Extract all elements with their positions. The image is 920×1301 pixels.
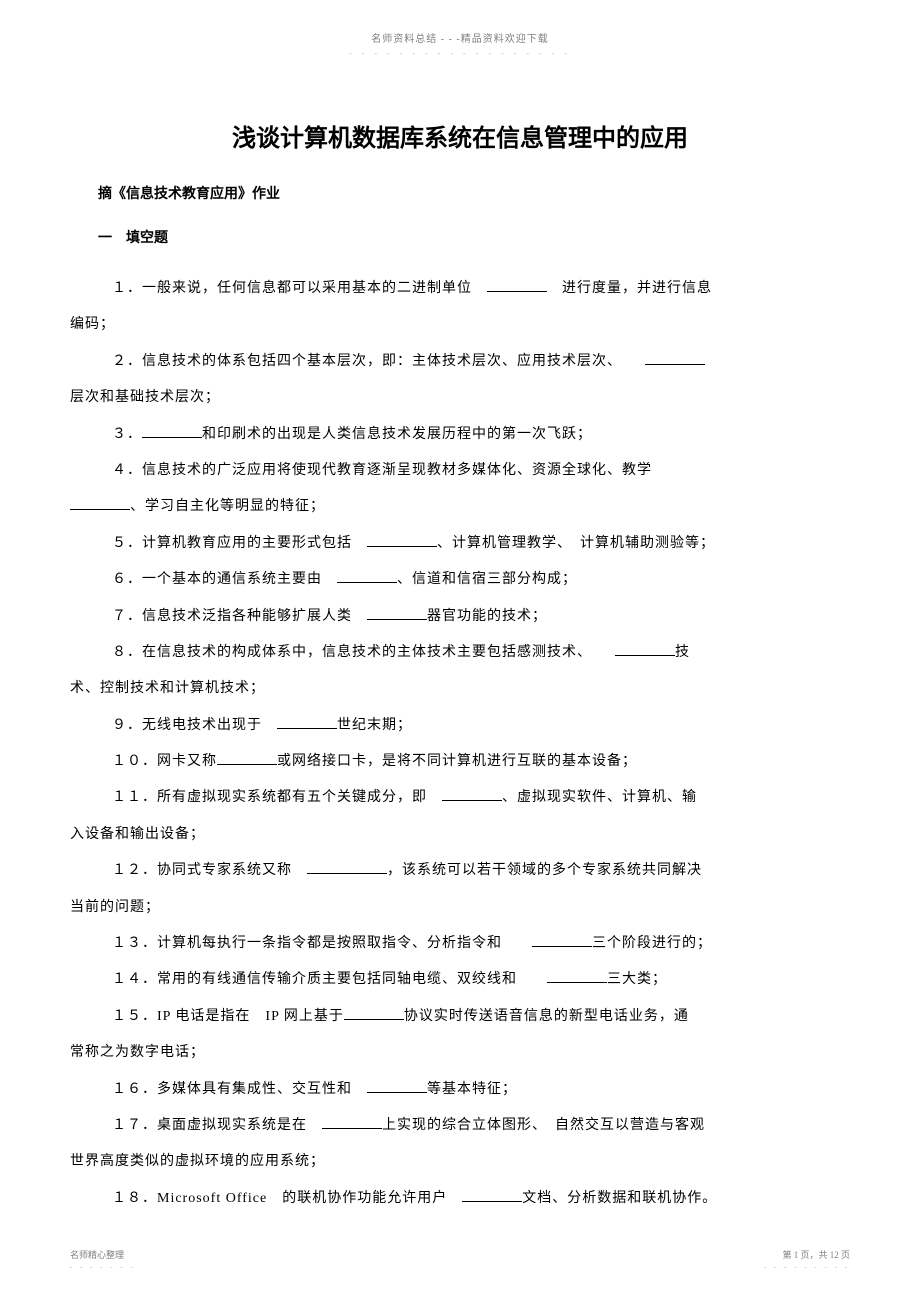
source-line: 摘《信息技术教育应用》作业 <box>98 183 850 203</box>
blank <box>615 641 675 656</box>
blank <box>367 605 427 620</box>
q1-text-b: 进行度量，并进行信息 <box>547 281 712 296</box>
q16-text-b: 等基本特征； <box>427 1082 517 1097</box>
q11-text-a: １１．所有虚拟现实系统都有五个关键成分，即 <box>112 790 442 805</box>
q2-text-a: ２．信息技术的体系包括四个基本层次，即：主体技术层次、应用技术层次、 <box>112 354 630 369</box>
footer-left: 名师精心整理 - - - - - - - <box>70 1248 136 1271</box>
q14-text-a: １４．常用的有线通信传输介质主要包括同轴电缆、双绞线和 <box>112 972 532 987</box>
q5-text-b: 、计算机管理教学、 计算机辅助测验等； <box>437 536 715 551</box>
q11-text-c: 入设备和输出设备； <box>70 817 850 853</box>
q4-text-c: 、学习自主化等明显的特征； <box>130 499 325 514</box>
q15-text-b: 协议实时传送语音信息的新型电话业务，通 <box>404 1009 689 1024</box>
blank <box>442 786 502 801</box>
blank <box>277 714 337 729</box>
question-15: １５．IP 电话是指在 IP 网上基于 协议实时传送语音信息的新型电话业务，通 常… <box>70 999 850 1072</box>
q3-text-a: ３． <box>112 427 142 442</box>
question-2: ２．信息技术的体系包括四个基本层次，即：主体技术层次、应用技术层次、 层次和基础… <box>70 344 850 417</box>
page-header-dots: - - - - - - - - - - - - - - - - - - <box>70 49 850 58</box>
question-14: １４．常用的有线通信传输介质主要包括同轴电缆、双绞线和 三大类； <box>70 962 850 998</box>
q12-text-b: ，该系统可以若干领域的多个专家系统共同解决 <box>387 863 702 878</box>
question-4: ４．信息技术的广泛应用将使现代教育逐渐呈现教材多媒体化、资源全球化、教学 、学习… <box>70 453 850 526</box>
q10-text-b: 或网络接口卡，是将不同计算机进行互联的基本设备； <box>277 754 637 769</box>
q18-text-b: 文档、分析数据和联机协作。 <box>522 1191 717 1206</box>
question-16: １６．多媒体具有集成性、交互性和 等基本特征； <box>70 1072 850 1108</box>
footer-left-text: 名师精心整理 <box>70 1250 124 1260</box>
blank <box>70 495 130 510</box>
q12-text-c: 当前的问题； <box>70 890 850 926</box>
q9-text-a: ９．无线电技术出现于 <box>112 718 277 733</box>
footer-right: 第 1 页，共 12 页 - - - - - - - - - <box>764 1248 850 1271</box>
question-17: １７．桌面虚拟现实系统是在 上实现的综合立体图形、 自然交互以营造与客观 世界高… <box>70 1108 850 1181</box>
blank <box>367 1078 427 1093</box>
q11-text-b: 、虚拟现实软件、计算机、输 <box>502 790 697 805</box>
blank <box>532 932 592 947</box>
q3-text-b: 和印刷术的出现是人类信息技术发展历程中的第一次飞跃； <box>202 427 592 442</box>
blank <box>337 568 397 583</box>
q7-text-a: ７．信息技术泛指各种能够扩展人类 <box>112 609 367 624</box>
blank <box>344 1005 404 1020</box>
blank <box>547 968 607 983</box>
question-11: １１．所有虚拟现实系统都有五个关键成分，即 、虚拟现实软件、计算机、输 入设备和… <box>70 780 850 853</box>
document-title: 浅谈计算机数据库系统在信息管理中的应用 <box>70 118 850 153</box>
q14-text-b: 三大类； <box>607 972 667 987</box>
footer-right-text: 第 1 页，共 12 页 <box>782 1250 850 1260</box>
footer-left-dots: - - - - - - - <box>70 1263 136 1271</box>
question-6: ６．一个基本的通信系统主要由 、信道和信宿三部分构成； <box>70 562 850 598</box>
blank <box>322 1114 382 1129</box>
q1-text-a: １．一般来说，任何信息都可以采用基本的二进制单位 <box>112 281 487 296</box>
question-12: １２．协同式专家系统又称 ，该系统可以若干领域的多个专家系统共同解决 当前的问题… <box>70 853 850 926</box>
q2-text-c: 层次和基础技术层次； <box>70 380 850 416</box>
q13-text-a: １３．计算机每执行一条指令都是按照取指令、分析指令和 <box>112 936 517 951</box>
q12-text-a: １２．协同式专家系统又称 <box>112 863 307 878</box>
question-18: １８．Microsoft Office 的联机协作功能允许用户 文档、分析数据和… <box>70 1181 850 1217</box>
question-1: １．一般来说，任何信息都可以采用基本的二进制单位 进行度量，并进行信息 编码； <box>70 271 850 344</box>
question-13: １３．计算机每执行一条指令都是按照取指令、分析指令和 三个阶段进行的； <box>70 926 850 962</box>
q10-text-a: １０．网卡又称 <box>112 754 217 769</box>
q4-text-a: ４．信息技术的广泛应用将使现代教育逐渐呈现教材多媒体化、资源全球化、教学 <box>70 453 850 489</box>
q16-text-a: １６．多媒体具有集成性、交互性和 <box>112 1082 367 1097</box>
q9-text-b: 世纪末期； <box>337 718 412 733</box>
q6-text-b: 、信道和信宿三部分构成； <box>397 572 577 587</box>
q8-text-b: 技 <box>675 645 690 660</box>
q1-text-c: 编码； <box>70 307 850 343</box>
question-7: ７．信息技术泛指各种能够扩展人类 器官功能的技术； <box>70 599 850 635</box>
question-9: ９．无线电技术出现于 世纪末期； <box>70 708 850 744</box>
q17-text-b: 上实现的综合立体图形、 自然交互以营造与客观 <box>382 1118 705 1133</box>
blank <box>307 859 387 874</box>
blank <box>217 750 277 765</box>
section-heading: 一 填空题 <box>98 227 850 247</box>
q6-text-a: ６．一个基本的通信系统主要由 <box>112 572 337 587</box>
q15-text-c: 常称之为数字电话； <box>70 1035 850 1071</box>
q15-text-a: １５．IP 电话是指在 IP 网上基于 <box>112 1009 344 1024</box>
q7-text-b: 器官功能的技术； <box>427 609 547 624</box>
question-5: ５．计算机教育应用的主要形式包括 、计算机管理教学、 计算机辅助测验等； <box>70 526 850 562</box>
blank <box>367 532 437 547</box>
q8-text-a: ８．在信息技术的构成体系中，信息技术的主体技术主要包括感测技术、 <box>112 645 600 660</box>
page-header: 名师资料总结 - - -精品资料欢迎下载 <box>70 30 850 45</box>
page-footer: 名师精心整理 - - - - - - - 第 1 页，共 12 页 - - - … <box>0 1248 920 1271</box>
blank <box>142 423 202 438</box>
q17-text-c: 世界高度类似的虚拟环境的应用系统； <box>70 1144 850 1180</box>
blank <box>487 277 547 292</box>
question-3: ３． 和印刷术的出现是人类信息技术发展历程中的第一次飞跃； <box>70 417 850 453</box>
q5-text-a: ５．计算机教育应用的主要形式包括 <box>112 536 367 551</box>
q18-text-a: １８．Microsoft Office 的联机协作功能允许用户 <box>112 1191 462 1206</box>
document-page: 名师资料总结 - - -精品资料欢迎下载 - - - - - - - - - -… <box>0 0 920 1301</box>
blank <box>462 1187 522 1202</box>
blank <box>645 350 705 365</box>
q17-text-a: １７．桌面虚拟现实系统是在 <box>112 1118 322 1133</box>
q13-text-b: 三个阶段进行的； <box>592 936 712 951</box>
q8-text-c: 术、控制技术和计算机技术； <box>70 671 850 707</box>
question-10: １０．网卡又称 或网络接口卡，是将不同计算机进行互联的基本设备； <box>70 744 850 780</box>
footer-right-dots: - - - - - - - - - <box>764 1263 850 1271</box>
question-8: ８．在信息技术的构成体系中，信息技术的主体技术主要包括感测技术、 技 术、控制技… <box>70 635 850 708</box>
